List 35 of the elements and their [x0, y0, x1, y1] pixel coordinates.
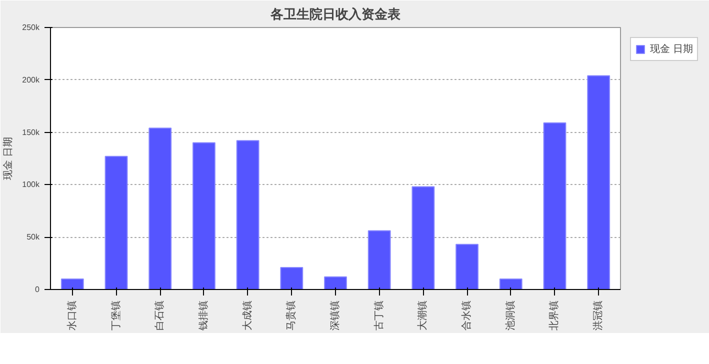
- bar: [412, 186, 435, 290]
- x-tick-label: 合水镇: [460, 300, 473, 330]
- x-tick-label: 洪冠镇: [592, 300, 604, 330]
- bar: [104, 156, 128, 290]
- y-tick-label: 200k: [22, 75, 40, 84]
- y-tick-label: 50k: [26, 232, 40, 242]
- bar: [456, 244, 478, 290]
- bar: [192, 142, 216, 290]
- bar: [499, 278, 522, 290]
- chart-title: 各卫生院日收入资金表: [270, 6, 402, 22]
- y-axis-title: 现金 日期: [2, 136, 14, 180]
- y-tick-label: 100k: [22, 180, 40, 190]
- bar: [324, 276, 347, 290]
- bar: [148, 128, 172, 290]
- bar: [543, 122, 566, 290]
- bar: [280, 266, 304, 290]
- bar: [60, 278, 84, 290]
- y-tick-label: 0: [35, 285, 40, 294]
- bar: [236, 140, 260, 290]
- bar: [368, 230, 391, 290]
- y-tick-label: 250k: [22, 23, 40, 32]
- x-tick-label: 大成镇: [241, 300, 254, 330]
- x-tick-label: 水口镇: [66, 300, 78, 330]
- x-tick-label: 古丁镇: [372, 300, 385, 330]
- x-tick-label: 马贵镇: [285, 300, 298, 330]
- x-tick-label: 大潮镇: [416, 300, 429, 330]
- bar: [587, 75, 610, 290]
- x-tick-label: 池洞镇: [504, 300, 516, 330]
- x-tick-label: 钱排镇: [197, 300, 210, 332]
- x-tick-label: 深镇镇: [329, 300, 341, 330]
- x-tick-label: 北界镇: [548, 300, 560, 330]
- legend-label: 现金 日期: [650, 42, 694, 56]
- x-tick-label: 白石镇: [154, 300, 166, 330]
- x-tick-label: 丁堡镇: [110, 300, 122, 330]
- y-tick-label: 150k: [22, 128, 40, 137]
